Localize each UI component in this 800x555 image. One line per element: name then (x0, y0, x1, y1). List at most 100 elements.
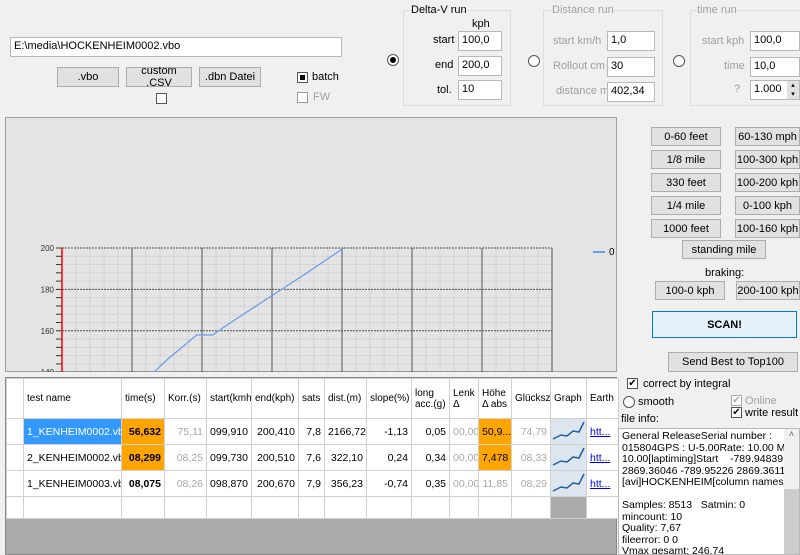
preset-button[interactable]: 100-160 kph (735, 219, 800, 238)
y-tick-label: 160 (41, 327, 55, 336)
send-best-button[interactable]: Send Best to Top100 (668, 352, 798, 372)
cell: 0,05 (411, 418, 450, 445)
cell: 7,9 (298, 470, 325, 497)
timerun-radio[interactable] (673, 55, 685, 67)
online-checkbox[interactable]: ✔ (731, 395, 742, 406)
cell: 322,10 (324, 444, 367, 471)
earth-link[interactable]: htt... (586, 470, 619, 497)
column-header[interactable]: Glücksza (511, 378, 551, 419)
custom-csv-button[interactable]: custom .CSV (126, 65, 192, 89)
table-row[interactable]: 1_KENHEIM0002.vbo 56,632 75,11 099,910 200,4… (6, 418, 619, 445)
column-header[interactable]: Earth (586, 378, 619, 419)
column-header[interactable]: slope(%) (366, 378, 412, 419)
distance-radio[interactable] (528, 55, 540, 67)
fw-checkbox[interactable] (297, 92, 308, 103)
scan-button[interactable]: SCAN! (652, 311, 797, 338)
graph-thumbnail-icon (552, 447, 585, 466)
file-info-textarea[interactable]: General ReleaseSerial number :015804GPS … (618, 428, 800, 555)
preset-button[interactable]: 1/4 mile (651, 196, 721, 215)
cell: 7,478 (478, 444, 512, 471)
deltav-start-label: start (433, 34, 455, 46)
smooth-radio[interactable] (623, 396, 635, 408)
table-row[interactable]: 2_KENHEIM0002.vbo 08,299 08,25 099,730 200,5… (6, 444, 619, 471)
file-path-input[interactable]: E:\media\HOCKENHEIM0002.vbo (10, 37, 342, 57)
stepper-arrows-icon[interactable]: ▴ ▾ (787, 81, 799, 99)
graph-thumbnail[interactable] (550, 418, 587, 445)
deltav-tol-input[interactable]: 10 (458, 80, 502, 100)
file-info-line: mincount: 10 (622, 510, 683, 523)
vbo-button[interactable]: .vbo (57, 67, 119, 87)
cell: 7,8 (298, 418, 325, 445)
cell: 08,299 (121, 444, 165, 471)
deltav-unit: kph (472, 18, 490, 30)
smooth-label: smooth (638, 396, 675, 408)
graph-thumbnail-icon (552, 421, 585, 440)
row-header[interactable] (6, 444, 24, 471)
column-header[interactable]: long acc.(g) (411, 378, 450, 419)
batch-checkbox[interactable] (297, 72, 308, 83)
results-table-area: test name time(s) Korr.(s) start(kmh) end(kp… (5, 377, 619, 555)
preset-button[interactable]: 0-100 kph (735, 196, 800, 215)
timerun-start-input[interactable]: 100,0 (750, 31, 800, 51)
correct-integral-checkbox[interactable]: ✔ (627, 378, 638, 389)
column-header[interactable]: time(s) (121, 378, 165, 419)
distance-input[interactable]: 402,34 (607, 82, 655, 102)
table-row-new[interactable] (6, 496, 619, 519)
file-info-scrollbar[interactable]: ˄ (784, 429, 799, 554)
column-header[interactable]: start(kmh) (206, 378, 252, 419)
timerun-q-label: ? (734, 83, 741, 95)
column-header[interactable]: Korr.(s) (164, 378, 207, 419)
column-header[interactable]: test name (23, 378, 122, 419)
preset-button[interactable]: 1/8 mile (651, 150, 721, 169)
earth-link[interactable]: htt... (586, 444, 619, 471)
table-row[interactable]: 1_KENHEIM0003.vbo 08,075 08,26 098,870 200,6… (6, 470, 619, 497)
file-info-line: Quality: 7,67 (622, 522, 681, 534)
column-header[interactable]: Höhe Δ abs (478, 378, 512, 419)
cell: 11,85 (478, 470, 512, 497)
cell: 098,870 (206, 470, 252, 497)
write-result-checkbox[interactable]: ✔ (731, 407, 742, 418)
preset-button[interactable]: 100-200 kph (735, 173, 800, 192)
column-header[interactable]: dist.(m) (324, 378, 367, 419)
preset-button[interactable]: 330 feet (651, 173, 721, 192)
earth-link[interactable]: htt... (586, 418, 619, 445)
column-header[interactable]: Lenk Δ (449, 378, 479, 419)
csv-checkbox[interactable] (156, 93, 167, 104)
series-line (153, 247, 345, 372)
distance-start-input[interactable]: 1,0 (607, 31, 655, 51)
braking-200-100-button[interactable]: 200-100 kph (736, 281, 800, 300)
graph-thumbnail[interactable] (550, 444, 587, 471)
dbn-button[interactable]: .dbn Datei (199, 67, 261, 87)
column-header[interactable]: end(kph) (251, 378, 299, 419)
cell: 0,35 (411, 470, 450, 497)
braking-label: braking: (705, 267, 745, 279)
row-header[interactable] (6, 418, 24, 445)
deltav-start-input[interactable]: 100,0 (458, 31, 502, 51)
preset-button[interactable]: 60-130 mph (735, 127, 800, 146)
y-tick-label: 180 (41, 285, 55, 294)
preset-button[interactable]: 100-300 kph (735, 150, 800, 169)
preset-button[interactable]: 1000 feet (651, 219, 721, 238)
cell: 08,26 (164, 470, 207, 497)
row-header[interactable] (6, 470, 24, 497)
batch-label: batch (312, 71, 339, 83)
y-tick-label: 200 (41, 244, 55, 253)
column-header[interactable]: sats (298, 378, 325, 419)
cell: 200,670 (251, 470, 299, 497)
standing-mile-button[interactable]: standing mile (682, 240, 766, 259)
correct-integral-label: correct by integral (643, 378, 731, 390)
file-info-line: Samples: 8513 Satmin: 0 (622, 499, 746, 511)
cell: 2_KENHEIM0002.vbo (23, 444, 122, 471)
distance-label: distance m (556, 85, 610, 97)
timerun-time-input[interactable]: 10,0 (750, 57, 800, 77)
braking-100-0-button[interactable]: 100-0 kph (655, 281, 725, 300)
preset-button[interactable]: 0-60 feet (651, 127, 721, 146)
column-header[interactable]: Graph (550, 378, 587, 419)
cell: 74,79 (511, 418, 551, 445)
rollout-input[interactable]: 30 (607, 57, 655, 77)
graph-thumbnail[interactable] (550, 470, 587, 497)
deltav-radio[interactable] (387, 54, 399, 66)
deltav-end-input[interactable]: 200,0 (458, 56, 502, 76)
cell: 00,00 (449, 444, 479, 471)
speed-chart: 024681012141001201401601802000⊝◂▸ (41, 244, 615, 372)
